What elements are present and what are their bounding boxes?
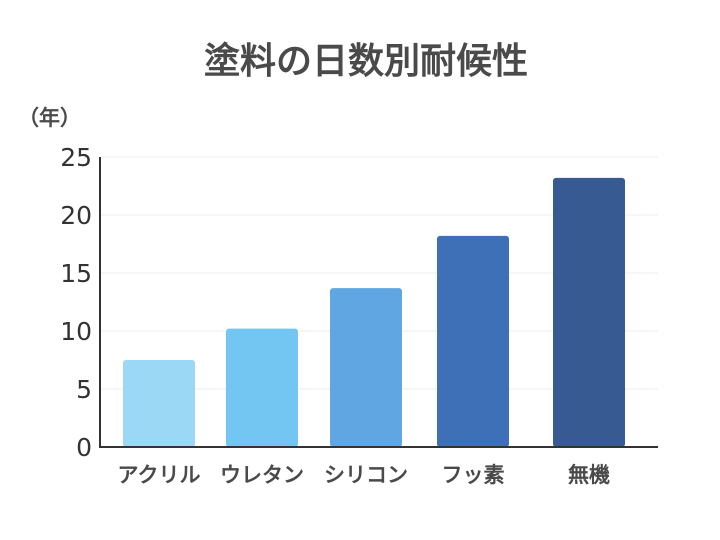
y-tick-label: 25: [60, 143, 92, 172]
y-tick-label: 15: [60, 259, 92, 288]
y-tick-label: 0: [76, 433, 92, 462]
axes: [99, 157, 658, 448]
chart-title: 塗料の日数別耐候性: [204, 40, 528, 82]
y-tick-label: 10: [60, 317, 92, 346]
y-tick-label: 5: [76, 375, 92, 404]
y-tick-label: 20: [60, 201, 92, 230]
y-axis-unit-label: （年）: [18, 106, 81, 130]
x-tick-label: ウレタン: [220, 463, 304, 487]
x-tick-label: シリコン: [324, 463, 408, 487]
bar: [226, 328, 298, 447]
bar: [123, 360, 195, 447]
x-tick-label: 無機: [568, 463, 610, 487]
bar: [437, 235, 509, 447]
bar: [553, 177, 625, 447]
bars: [123, 177, 625, 447]
x-tick-label: フッ素: [442, 463, 505, 487]
x-tick-labels: アクリル ウレタン シリコン フッ素 無機: [118, 463, 610, 487]
bar: [330, 288, 402, 447]
y-tick-labels: 0 5 10 15 20 25: [60, 143, 92, 462]
x-tick-label: アクリル: [118, 463, 201, 487]
